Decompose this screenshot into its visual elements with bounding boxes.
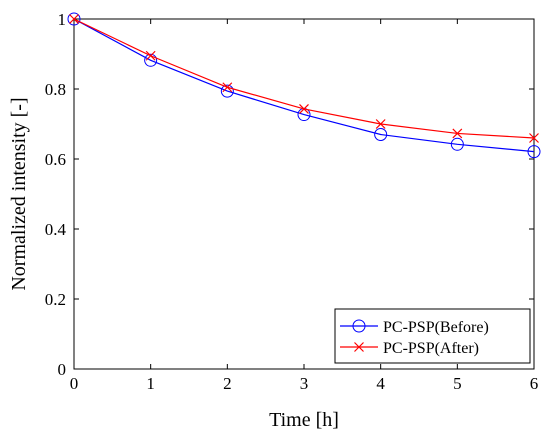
data-point <box>69 14 79 24</box>
series-line <box>73 18 535 153</box>
x-tick-label: 4 <box>376 374 385 393</box>
data-point <box>527 145 541 159</box>
x-tick-label: 3 <box>300 374 309 393</box>
x-axis: 0 1 2 3 4 5 6 <box>70 19 539 393</box>
x-tick-label: 2 <box>223 374 232 393</box>
data-point <box>220 84 234 98</box>
data-point <box>145 50 156 61</box>
y-tick-label: 0.8 <box>45 80 66 99</box>
x-tick-label: 1 <box>146 374 155 393</box>
data-point <box>529 133 539 143</box>
y-tick-label: 0.2 <box>45 290 66 309</box>
y-axis-label: Normalized intensity [-] <box>8 97 30 290</box>
y-axis: 0 0.2 0.4 0.6 0.8 1 <box>45 10 534 379</box>
x-tick-label: 6 <box>530 374 539 393</box>
legend: PC-PSP(Before) PC-PSP(After) <box>334 308 531 364</box>
data-point <box>450 137 464 151</box>
series-1 <box>69 14 539 143</box>
legend-label: PC-PSP(Before) <box>383 319 489 336</box>
x-tick-label: 5 <box>453 374 462 393</box>
y-tick-label: 0 <box>58 360 67 379</box>
x-tick-label: 0 <box>70 374 79 393</box>
y-tick-label: 0.4 <box>45 220 67 239</box>
data-point <box>299 104 309 114</box>
data-point <box>144 53 158 67</box>
y-tick-label: 0.6 <box>45 150 66 169</box>
legend-marker <box>352 319 366 333</box>
data-point <box>452 128 463 139</box>
legend-box <box>334 308 531 364</box>
data-point <box>375 119 386 129</box>
data-point <box>222 82 233 93</box>
series-layer <box>67 12 541 159</box>
data-point <box>67 12 81 26</box>
legend-label: PC-PSP(After) <box>383 340 479 357</box>
data-point <box>374 128 388 141</box>
legend-marker <box>354 342 364 352</box>
x-axis-label: Time [h] <box>269 409 339 431</box>
y-tick-label: 1 <box>58 10 67 29</box>
